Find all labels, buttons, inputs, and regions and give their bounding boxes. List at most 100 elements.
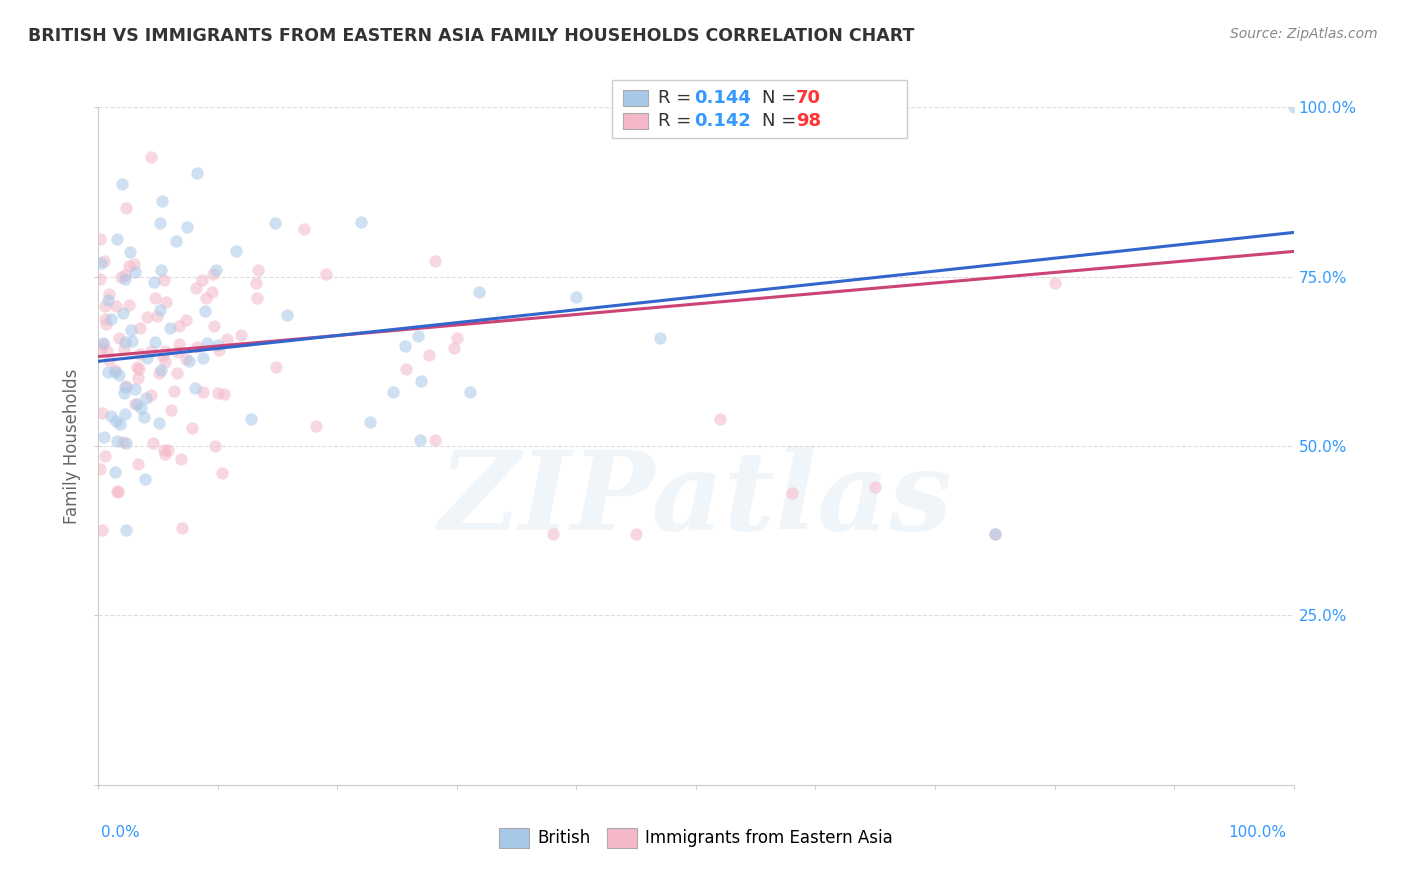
Point <box>266 359 288 374</box>
Text: 100.0%: 100.0% <box>1229 825 1286 840</box>
Point <box>97 365 120 379</box>
Point <box>541 527 564 541</box>
Point <box>142 435 165 450</box>
Point <box>114 380 136 394</box>
Point <box>170 451 193 466</box>
Point <box>443 341 465 355</box>
Point <box>150 263 173 277</box>
Text: R =: R = <box>658 89 697 107</box>
Point <box>91 337 114 351</box>
Point <box>93 449 115 463</box>
Point <box>170 521 193 535</box>
Point <box>94 317 117 331</box>
Point <box>111 177 134 191</box>
Point <box>89 462 111 476</box>
Point <box>103 363 125 377</box>
Point <box>148 416 170 430</box>
Point <box>145 334 167 349</box>
Point <box>394 339 416 353</box>
Point <box>122 257 145 271</box>
Point <box>135 310 157 324</box>
Point <box>202 318 225 333</box>
Text: R =: R = <box>658 112 697 130</box>
Point <box>117 298 139 312</box>
Point <box>425 254 447 268</box>
Point <box>186 166 208 180</box>
Point <box>149 303 172 318</box>
Text: N =: N = <box>762 89 801 107</box>
Point <box>124 397 146 411</box>
Point <box>315 267 337 281</box>
Point <box>115 379 138 393</box>
Point <box>350 215 373 229</box>
Point <box>174 313 197 327</box>
Point <box>395 362 418 376</box>
FancyBboxPatch shape <box>612 80 907 138</box>
Point <box>359 415 381 429</box>
Point <box>114 272 136 286</box>
Point <box>984 527 1007 541</box>
Text: ZIPatlas: ZIPatlas <box>439 447 953 554</box>
Point <box>90 342 112 356</box>
Point <box>139 388 162 402</box>
Point <box>155 294 177 309</box>
Point <box>114 407 136 421</box>
Point <box>207 338 229 352</box>
Point <box>127 457 149 471</box>
Text: Source: ZipAtlas.com: Source: ZipAtlas.com <box>1230 27 1378 41</box>
Point <box>105 414 128 428</box>
Point <box>167 345 190 359</box>
Point <box>148 367 170 381</box>
Point <box>176 220 198 235</box>
Point <box>406 329 429 343</box>
Point <box>105 434 128 449</box>
Point <box>134 472 156 486</box>
Point <box>195 291 218 305</box>
Point <box>98 352 121 367</box>
Point <box>105 232 128 246</box>
Text: 98: 98 <box>796 112 821 130</box>
Point <box>149 363 172 377</box>
Point <box>145 291 167 305</box>
Point <box>135 392 157 406</box>
Point <box>152 443 174 458</box>
Point <box>246 291 269 305</box>
Text: 0.144: 0.144 <box>695 89 751 107</box>
Point <box>125 360 148 375</box>
Point <box>194 304 217 318</box>
Point <box>120 322 142 336</box>
Point <box>225 244 247 258</box>
Point <box>112 343 135 357</box>
Point <box>167 337 190 351</box>
Point <box>141 150 163 164</box>
Point <box>152 350 174 364</box>
Point <box>100 312 122 326</box>
Point <box>121 334 143 348</box>
Point <box>195 336 218 351</box>
Point <box>105 483 128 498</box>
Point <box>174 351 197 366</box>
Point <box>118 244 141 259</box>
Point <box>132 410 155 425</box>
Point <box>91 523 114 537</box>
Point <box>112 386 135 401</box>
Point <box>98 287 121 301</box>
Point <box>142 275 165 289</box>
Point <box>208 343 231 357</box>
Point <box>104 465 127 479</box>
Point <box>114 268 136 283</box>
FancyBboxPatch shape <box>623 90 648 106</box>
Point <box>107 368 129 382</box>
Point <box>1282 100 1305 114</box>
Point <box>418 348 440 362</box>
Text: 0.142: 0.142 <box>695 112 751 130</box>
Point <box>149 216 172 230</box>
Point <box>205 263 228 277</box>
Point <box>110 270 132 285</box>
Text: 0.0%: 0.0% <box>101 825 141 840</box>
Point <box>114 335 136 350</box>
Point <box>89 232 111 246</box>
Point <box>111 306 134 320</box>
Point <box>212 387 235 401</box>
Point <box>129 320 152 334</box>
